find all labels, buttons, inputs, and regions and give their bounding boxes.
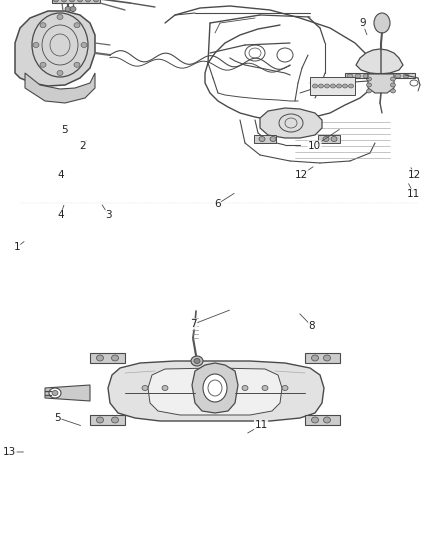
Text: 5: 5 xyxy=(54,413,61,423)
Ellipse shape xyxy=(391,89,396,93)
Ellipse shape xyxy=(367,83,371,87)
Text: 3: 3 xyxy=(105,211,112,220)
Ellipse shape xyxy=(391,83,396,87)
Polygon shape xyxy=(148,368,282,415)
Text: 7: 7 xyxy=(190,319,197,329)
Ellipse shape xyxy=(74,23,80,28)
Ellipse shape xyxy=(349,84,353,88)
Ellipse shape xyxy=(61,0,67,2)
Ellipse shape xyxy=(57,14,63,20)
Polygon shape xyxy=(356,49,403,74)
Ellipse shape xyxy=(33,43,39,47)
Ellipse shape xyxy=(367,89,371,93)
Ellipse shape xyxy=(324,417,331,423)
Text: 9: 9 xyxy=(359,19,366,28)
Ellipse shape xyxy=(93,0,99,2)
Ellipse shape xyxy=(311,355,318,361)
Ellipse shape xyxy=(242,385,248,391)
Bar xyxy=(310,77,355,95)
Text: 11: 11 xyxy=(254,421,268,430)
Bar xyxy=(254,135,276,143)
Polygon shape xyxy=(15,11,95,86)
Text: 13: 13 xyxy=(3,447,16,457)
Ellipse shape xyxy=(312,84,318,88)
Ellipse shape xyxy=(325,84,329,88)
Ellipse shape xyxy=(343,84,347,88)
Ellipse shape xyxy=(78,0,82,2)
Ellipse shape xyxy=(395,74,401,78)
Ellipse shape xyxy=(70,6,76,12)
Ellipse shape xyxy=(65,6,71,12)
Text: 10: 10 xyxy=(308,141,321,151)
Ellipse shape xyxy=(331,84,336,88)
Ellipse shape xyxy=(96,417,103,423)
Text: 5: 5 xyxy=(61,125,68,135)
Ellipse shape xyxy=(57,70,63,76)
Bar xyxy=(90,415,125,425)
Ellipse shape xyxy=(49,388,61,398)
Polygon shape xyxy=(192,363,238,413)
Ellipse shape xyxy=(323,136,329,141)
Text: 4: 4 xyxy=(57,170,64,180)
Bar xyxy=(305,353,340,363)
Ellipse shape xyxy=(40,23,46,28)
Ellipse shape xyxy=(112,355,119,361)
Polygon shape xyxy=(368,74,394,93)
Bar xyxy=(318,135,340,143)
Ellipse shape xyxy=(112,417,119,423)
Ellipse shape xyxy=(74,62,80,67)
Ellipse shape xyxy=(403,74,409,78)
Ellipse shape xyxy=(331,136,337,141)
Ellipse shape xyxy=(347,74,353,78)
Ellipse shape xyxy=(355,74,361,78)
Text: 11: 11 xyxy=(407,189,420,199)
Ellipse shape xyxy=(70,0,74,2)
Text: 12: 12 xyxy=(295,170,308,180)
Ellipse shape xyxy=(374,13,390,33)
Polygon shape xyxy=(345,73,415,78)
Text: 4: 4 xyxy=(57,211,64,220)
Polygon shape xyxy=(25,73,95,103)
Ellipse shape xyxy=(162,385,168,391)
Ellipse shape xyxy=(318,84,324,88)
Ellipse shape xyxy=(367,77,371,81)
Ellipse shape xyxy=(336,84,342,88)
Text: 8: 8 xyxy=(308,321,315,331)
Ellipse shape xyxy=(194,359,200,364)
Ellipse shape xyxy=(282,385,288,391)
Ellipse shape xyxy=(324,355,331,361)
Ellipse shape xyxy=(262,385,268,391)
Ellipse shape xyxy=(259,136,265,141)
Text: 12: 12 xyxy=(408,170,421,180)
Ellipse shape xyxy=(311,417,318,423)
Ellipse shape xyxy=(96,355,103,361)
Ellipse shape xyxy=(40,62,46,67)
Ellipse shape xyxy=(53,0,59,2)
Ellipse shape xyxy=(379,74,385,78)
Bar xyxy=(305,415,340,425)
Text: 2: 2 xyxy=(79,141,86,151)
Ellipse shape xyxy=(371,74,377,78)
Text: 6: 6 xyxy=(214,199,221,209)
Polygon shape xyxy=(108,361,324,421)
Ellipse shape xyxy=(142,385,148,391)
Ellipse shape xyxy=(270,136,276,141)
Ellipse shape xyxy=(203,374,227,402)
Ellipse shape xyxy=(52,391,58,395)
Bar xyxy=(90,353,125,363)
Ellipse shape xyxy=(191,356,203,366)
Ellipse shape xyxy=(85,0,91,2)
Polygon shape xyxy=(52,0,100,3)
Ellipse shape xyxy=(387,74,393,78)
Ellipse shape xyxy=(81,43,87,47)
Polygon shape xyxy=(45,385,90,401)
Polygon shape xyxy=(260,108,322,138)
Ellipse shape xyxy=(363,74,369,78)
Text: 1: 1 xyxy=(13,243,20,252)
Ellipse shape xyxy=(391,77,396,81)
